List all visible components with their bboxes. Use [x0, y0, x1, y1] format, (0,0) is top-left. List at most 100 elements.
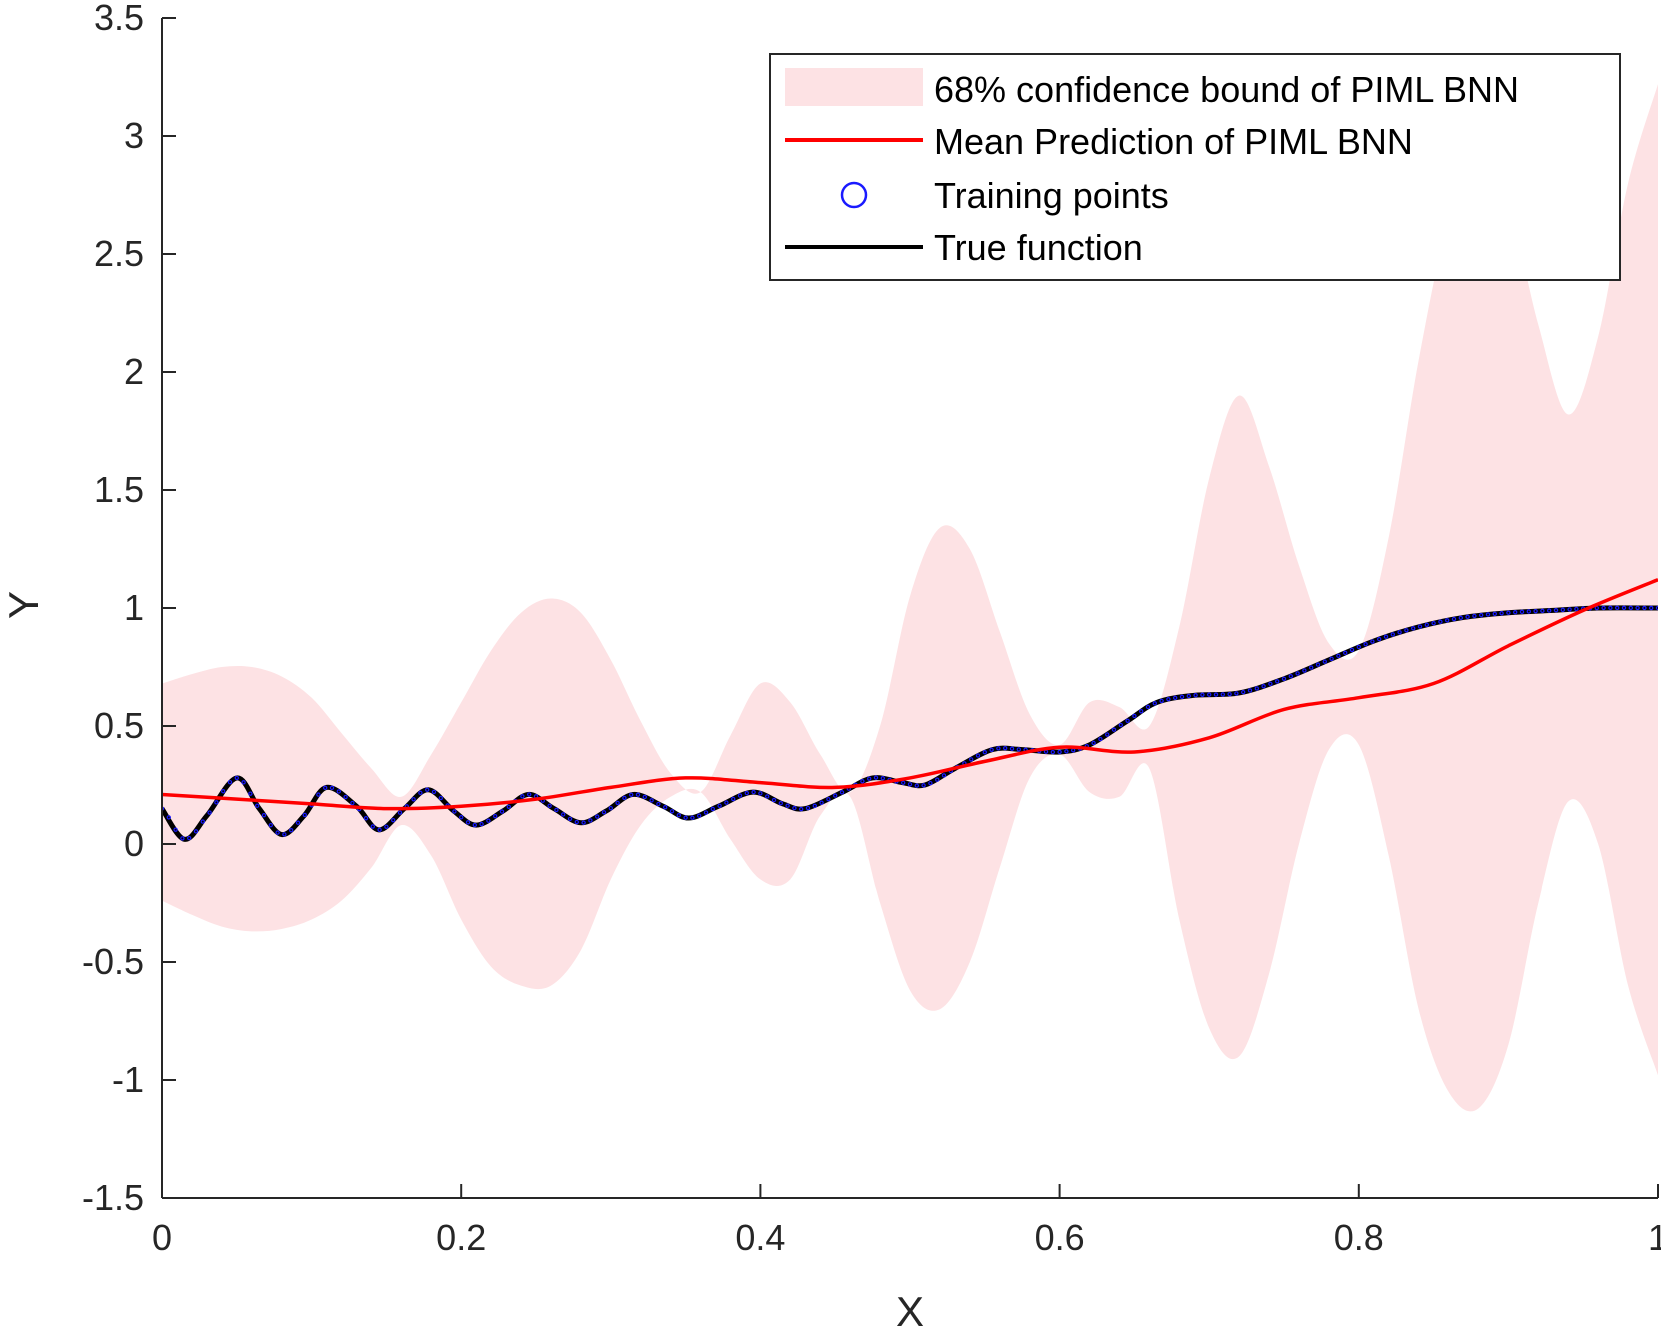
training-point	[1104, 732, 1110, 737]
training-point	[1050, 749, 1056, 755]
training-point	[1288, 674, 1294, 679]
training-point	[1533, 608, 1538, 614]
training-point	[418, 790, 423, 796]
training-point	[370, 824, 375, 829]
training-point	[486, 818, 491, 823]
training-point	[1410, 626, 1416, 631]
training-point	[1553, 608, 1559, 613]
legend-item-band: 68% confidence bound of PIML BNN	[934, 69, 1519, 110]
training-point	[1159, 698, 1164, 704]
training-point	[343, 794, 348, 800]
training-point	[255, 803, 260, 808]
training-point	[1363, 641, 1368, 647]
training-point	[901, 780, 906, 785]
training-point	[1322, 659, 1328, 664]
training-point	[180, 836, 185, 841]
y-tick-label: 3.5	[94, 0, 144, 38]
training-point	[1546, 608, 1552, 613]
training-point	[561, 812, 566, 817]
training-point	[588, 818, 593, 823]
training-point	[1376, 636, 1382, 642]
legend-item-mean: Mean Prediction of PIML BNN	[934, 121, 1413, 162]
x-tick-label: 0.6	[1035, 1217, 1085, 1258]
training-point	[1560, 607, 1566, 613]
training-point	[1125, 718, 1130, 724]
y-tick-label: -1	[112, 1059, 144, 1100]
training-point	[282, 832, 287, 837]
training-point	[411, 797, 416, 802]
training-point	[826, 796, 831, 802]
training-point	[1193, 692, 1198, 698]
training-point	[1438, 619, 1443, 624]
x-axis-label: X	[896, 1288, 924, 1330]
training-point	[1506, 610, 1511, 615]
training-point	[1451, 616, 1457, 622]
training-point	[302, 812, 307, 818]
training-point	[214, 800, 219, 805]
training-point	[1240, 689, 1246, 695]
training-point	[1567, 607, 1572, 612]
training-point	[241, 780, 246, 785]
training-point	[819, 800, 824, 805]
training-point	[581, 820, 586, 825]
training-point	[975, 753, 981, 758]
training-point	[1424, 622, 1430, 628]
training-point	[506, 804, 511, 810]
training-point	[1342, 650, 1348, 656]
training-point	[1594, 605, 1600, 611]
training-point	[860, 779, 865, 784]
training-point	[758, 791, 763, 796]
training-point	[1336, 653, 1341, 659]
training-point	[1281, 676, 1287, 682]
training-point	[1098, 736, 1103, 742]
training-point	[1152, 701, 1158, 706]
training-point	[323, 785, 328, 791]
training-point	[812, 803, 818, 809]
training-point	[1574, 606, 1579, 612]
training-point	[1220, 692, 1226, 697]
training-point	[1526, 609, 1532, 614]
training-point	[914, 783, 920, 788]
training-point	[1655, 605, 1658, 611]
training-point	[1172, 695, 1178, 701]
training-point	[1621, 605, 1627, 611]
training-point	[193, 829, 199, 834]
training-point	[234, 775, 239, 781]
training-point	[1064, 749, 1069, 754]
training-point	[1111, 727, 1117, 732]
x-tick-label: 1	[1648, 1217, 1661, 1258]
training-point	[377, 827, 382, 833]
training-point	[676, 813, 682, 818]
training-point	[554, 807, 559, 813]
training-point	[1268, 681, 1273, 687]
confidence-band	[162, 84, 1658, 1112]
training-point	[452, 809, 457, 814]
training-point	[1329, 656, 1334, 661]
y-axis-label: Y	[0, 591, 47, 619]
training-point	[683, 815, 688, 820]
y-tick-label: 3	[124, 115, 144, 156]
training-point	[1003, 745, 1008, 751]
training-point	[1499, 611, 1504, 616]
training-point	[1540, 608, 1545, 614]
training-point	[1642, 605, 1647, 611]
training-point	[465, 820, 471, 825]
mean-prediction-line	[162, 578, 1658, 811]
training-point	[792, 805, 797, 811]
training-point	[635, 792, 641, 797]
legend-points-swatch	[840, 181, 868, 209]
training-point	[751, 789, 756, 795]
training-point	[880, 776, 886, 781]
training-point	[459, 815, 464, 820]
training-point	[173, 827, 178, 832]
training-point	[1370, 639, 1375, 644]
training-point	[316, 792, 321, 797]
legend-band-swatch	[785, 68, 923, 106]
training-point	[717, 803, 722, 809]
training-point	[1308, 665, 1314, 670]
training-point	[595, 814, 600, 819]
training-point	[1390, 632, 1396, 637]
training-point	[608, 805, 614, 811]
training-point	[1145, 704, 1151, 710]
training-point	[1404, 628, 1409, 633]
